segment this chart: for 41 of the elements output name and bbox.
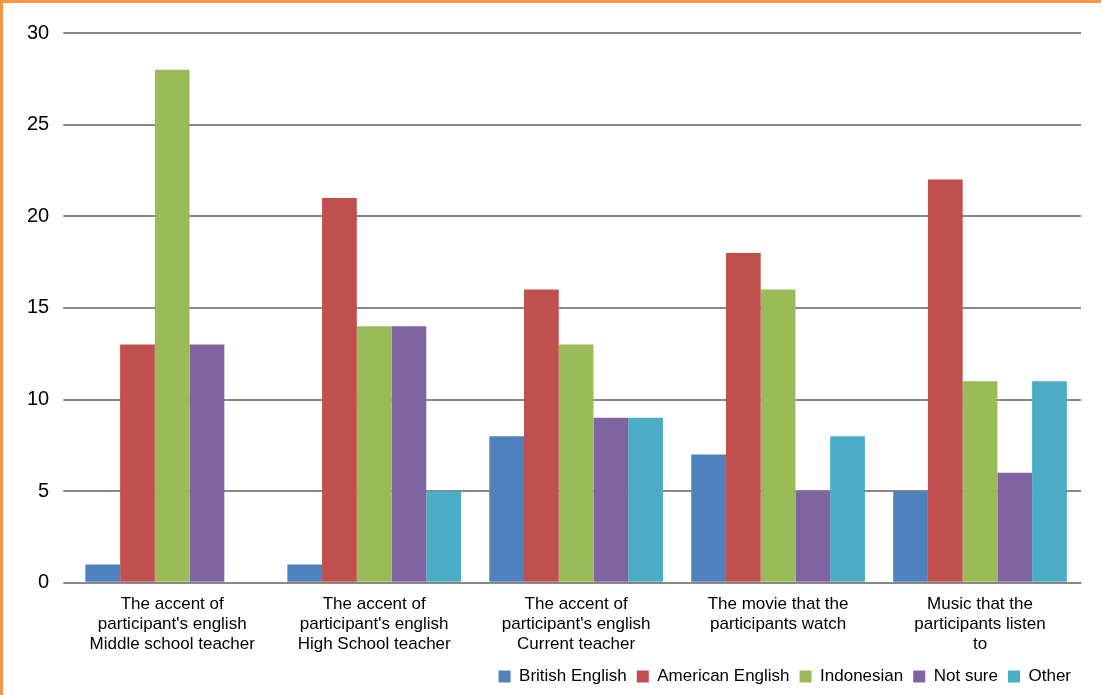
y-tick-label: 10 <box>27 387 50 410</box>
y-tick-label: 20 <box>27 203 50 226</box>
bar <box>1032 381 1067 582</box>
bar <box>154 69 190 582</box>
bar <box>893 491 928 582</box>
bar <box>997 472 1033 582</box>
bar <box>524 289 559 582</box>
bar <box>120 344 155 582</box>
y-tick-label: 0 <box>38 570 50 593</box>
bar <box>593 417 629 582</box>
y-tick-label: 30 <box>27 20 50 43</box>
bar <box>322 197 357 582</box>
legend-label: Indonesian <box>820 666 904 686</box>
bar <box>628 417 663 582</box>
bar <box>391 326 427 582</box>
legend-label: Other <box>1028 666 1072 686</box>
y-tick-label: 15 <box>27 295 50 318</box>
bar <box>558 344 594 582</box>
bar <box>85 564 121 582</box>
bar <box>760 289 796 582</box>
bar <box>356 326 392 582</box>
bar <box>691 454 726 582</box>
bar <box>830 436 865 582</box>
x-tick-label: The accent of participant's english Current teacher <box>501 593 651 654</box>
y-tick-label: 5 <box>38 478 50 501</box>
bar <box>927 179 963 582</box>
legend-label: British English <box>519 666 627 686</box>
x-tick-label: The movie that the participants watch <box>707 593 849 634</box>
x-tick-label: The accent of participant's english Middle school teacher <box>89 593 256 654</box>
bar <box>426 491 462 582</box>
x-tick-label: Music that the participants listen to <box>914 593 1046 654</box>
bar <box>489 436 525 582</box>
bar <box>795 491 831 582</box>
y-tick-label: 25 <box>27 112 50 135</box>
bar <box>962 381 998 582</box>
bar <box>287 564 323 582</box>
bar <box>725 252 761 582</box>
bar <box>189 344 225 582</box>
legend-label: Not sure <box>933 666 998 686</box>
x-tick-label: The accent of participant's english High School teacher <box>297 593 452 654</box>
legend-label: American English <box>657 666 790 686</box>
